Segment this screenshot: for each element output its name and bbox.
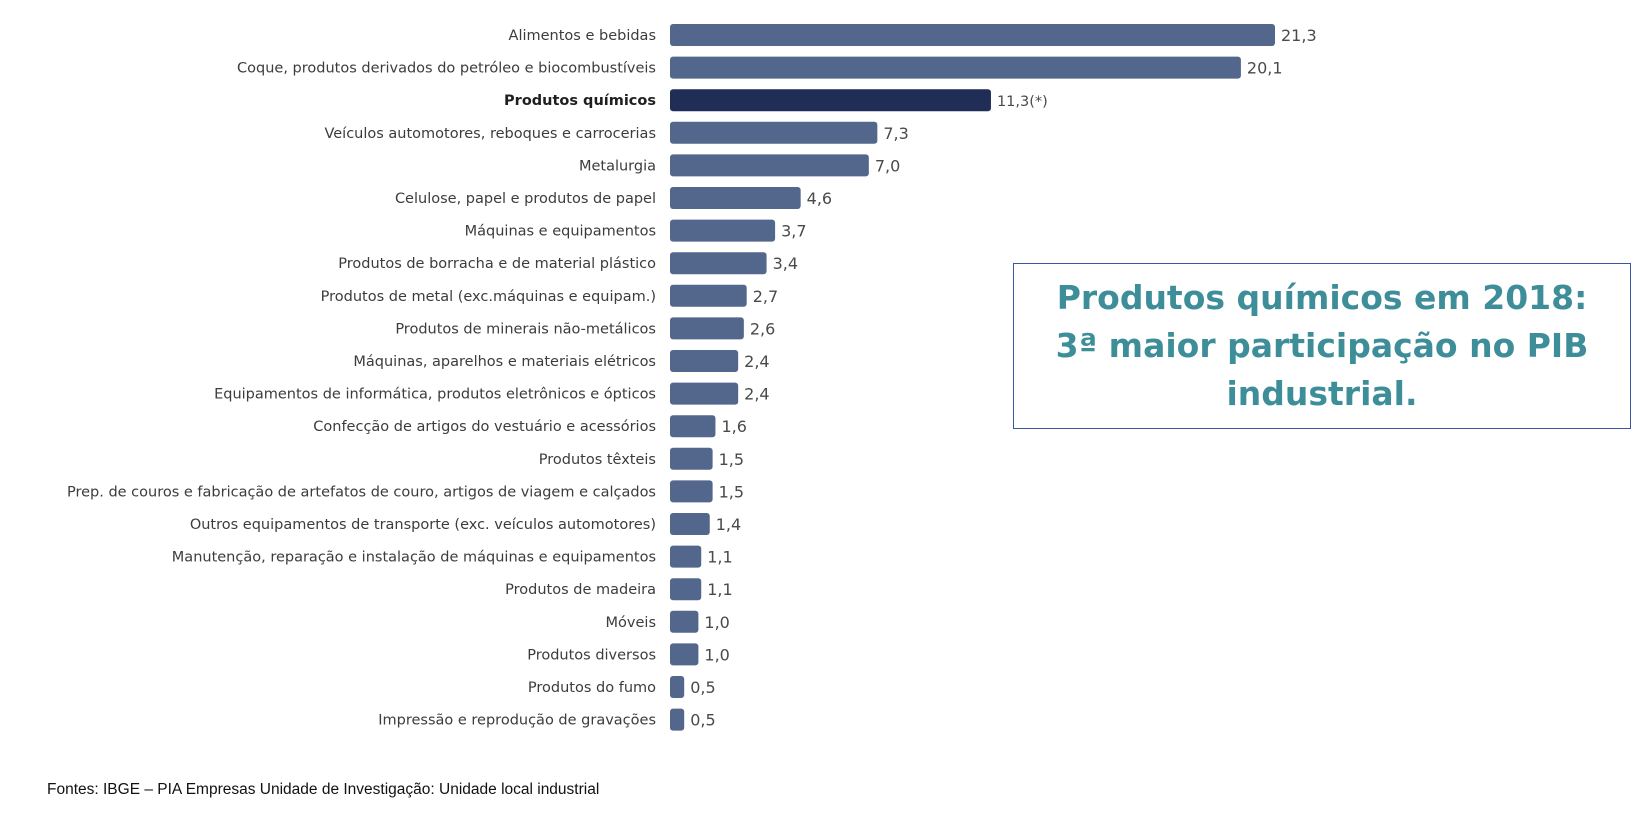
bar-20 (670, 676, 685, 698)
category-label-4: Metalurgia (579, 158, 656, 174)
category-label-1: Coque, produtos derivados do petróleo e … (237, 61, 656, 77)
category-label-11: Equipamentos de informática, produtos el… (214, 387, 656, 403)
value-label-21: 0,5 (690, 711, 715, 730)
category-label-15: Outros equipamentos de transporte (exc. … (190, 517, 656, 533)
category-label-2: Produtos químicos (504, 93, 656, 109)
category-label-9: Produtos de minerais não-metálicos (395, 321, 656, 337)
bar-0 (670, 24, 1275, 46)
value-label-1: 20,1 (1247, 59, 1283, 78)
value-label-16: 1,1 (707, 548, 732, 567)
category-label-16: Manutenção, reparação e instalação de má… (172, 550, 656, 566)
value-label-6: 3,7 (781, 222, 806, 241)
category-label-12: Confecção de artigos do vestuário e aces… (313, 419, 656, 435)
value-label-11: 2,4 (744, 385, 769, 404)
category-label-3: Veículos automotores, reboques e carroce… (324, 126, 656, 142)
value-label-10: 2,4 (744, 352, 769, 371)
category-label-17: Produtos de madeira (505, 582, 656, 598)
value-label-18: 1,0 (704, 613, 729, 632)
bar-13 (670, 447, 713, 470)
bar-21 (670, 708, 685, 731)
bar-12 (670, 415, 716, 438)
category-label-10: Máquinas, aparelhos e materiais elétrico… (353, 354, 656, 370)
category-label-13: Produtos têxteis (539, 452, 656, 468)
bar-5 (670, 187, 801, 209)
bar-17 (670, 578, 702, 601)
value-label-9: 2,6 (750, 319, 775, 338)
category-label-5: Celulose, papel e produtos de papel (395, 191, 656, 207)
callout-line-3: industrial. (1226, 374, 1418, 413)
bar-6 (670, 219, 776, 242)
value-label-19: 1,0 (704, 645, 729, 664)
bar-3 (670, 121, 878, 144)
bar-2 (670, 89, 991, 112)
bar-15 (670, 513, 710, 535)
bar-18 (670, 610, 699, 633)
value-label-12: 1,6 (721, 417, 746, 436)
source-note: Fontes: IBGE – PIA Empresas Unidade de I… (47, 781, 600, 798)
category-label-19: Produtos diversos (527, 647, 656, 663)
bar-14 (670, 480, 713, 503)
category-label-20: Produtos do fumo (528, 680, 656, 696)
bar-7 (670, 252, 767, 275)
value-label-14: 1,5 (719, 482, 744, 501)
bar-4 (670, 154, 869, 177)
category-label-18: Móveis (606, 615, 656, 631)
category-label-0: Alimentos e bebidas (509, 28, 656, 44)
value-label-7: 3,4 (773, 254, 798, 273)
category-label-7: Produtos de borracha e de material plást… (338, 256, 656, 272)
value-label-4: 7,0 (875, 156, 900, 175)
value-label-2: 11,3(*) (997, 94, 1048, 110)
bar-16 (670, 545, 702, 568)
value-label-15: 1,4 (716, 515, 741, 534)
bar-10 (670, 350, 739, 372)
category-label-6: Máquinas e equipamentos (465, 224, 656, 240)
bar-1 (670, 56, 1241, 79)
bar-11 (670, 382, 739, 405)
category-label-21: Impressão e reprodução de gravações (378, 713, 656, 729)
callout-line-1: Produtos químicos em 2018: (1056, 278, 1588, 317)
value-label-3: 7,3 (883, 124, 908, 143)
value-label-0: 21,3 (1281, 26, 1317, 45)
value-label-17: 1,1 (707, 580, 732, 599)
category-label-8: Produtos de metal (exc.máquinas e equipa… (321, 289, 656, 305)
value-label-13: 1,5 (719, 450, 744, 469)
bar-19 (670, 643, 699, 666)
bar-8 (670, 284, 747, 307)
category-label-14: Prep. de couros e fabricação de artefato… (67, 484, 656, 500)
bar-9 (670, 317, 744, 340)
value-label-8: 2,7 (753, 287, 778, 306)
value-label-5: 4,6 (807, 189, 832, 208)
callout-line-2: 3ª maior participação no PIB (1055, 326, 1589, 365)
callout-box: Produtos químicos em 2018: 3ª maior part… (1013, 263, 1631, 429)
value-label-20: 0,5 (690, 678, 715, 697)
